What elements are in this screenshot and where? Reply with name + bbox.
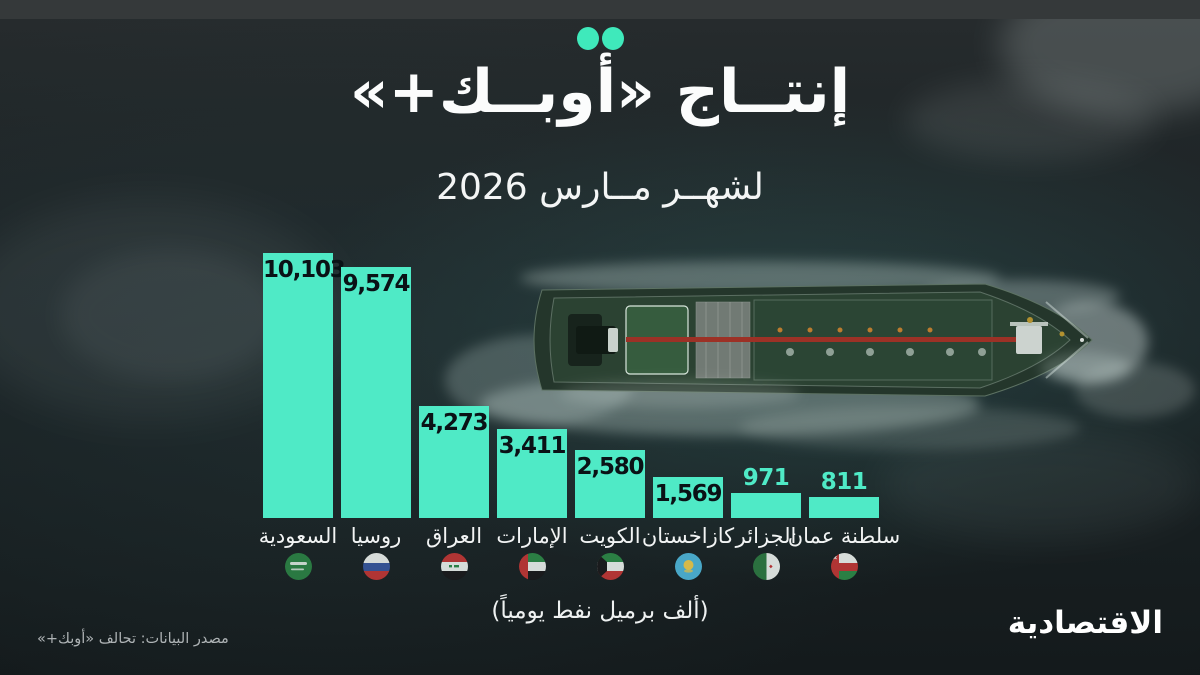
country-label: العراق — [425, 524, 483, 548]
top-strip — [0, 0, 1200, 19]
aleqtisadiah-logo: الاقتصادية — [1007, 605, 1163, 641]
bar-value-label: 9,574 — [342, 271, 411, 297]
bar-iraq: 4,273 — [419, 406, 489, 518]
category-uae: الإمارات — [496, 524, 568, 581]
bar-column-kazakhstan: 1,569 — [653, 477, 723, 518]
bar-value-label: 2,580 — [576, 454, 645, 480]
uae-flag-icon — [518, 553, 546, 581]
country-label: كازاخستان — [641, 524, 735, 548]
oil-tanker-photo — [430, 230, 1200, 470]
saudi-arabia-flag-icon — [284, 553, 312, 581]
russia-flag-icon — [362, 553, 390, 581]
category-oman: سلطنة عمان — [788, 524, 900, 581]
sea-foam-texture — [60, 250, 280, 380]
bar-column-saudi-arabia: 10,103 — [263, 253, 346, 518]
category-algeria: الجزائر — [731, 524, 801, 581]
country-label: الكويت — [579, 524, 641, 548]
bar-value-label: 10,103 — [263, 257, 346, 283]
iraq-flag-icon — [440, 553, 468, 581]
bar-column-algeria: 971 — [731, 467, 801, 518]
oman-flag-icon — [830, 553, 858, 581]
category-labels-row: السعودية روسيا العراق الإمارات الكويت — [259, 524, 900, 581]
bar-column-oman: 811 — [809, 471, 879, 518]
chart-unit-label: (ألف برميل نفط يومياً) — [491, 598, 709, 624]
kazakhstan-flag-icon — [674, 553, 702, 581]
bar-column-uae: 3,411 — [497, 429, 567, 518]
category-kazakhstan: كازاخستان — [642, 524, 734, 581]
bar-kuwait: 2,580 — [575, 450, 645, 518]
country-label: سلطنة عمان — [787, 524, 901, 548]
bar-algeria — [731, 493, 801, 518]
country-label: السعودية — [258, 524, 338, 548]
page-subtitle: لشهــر مــارس 2026 — [436, 167, 764, 208]
bar-column-iraq: 4,273 — [419, 406, 489, 518]
category-saudi-arabia: السعودية — [259, 524, 337, 581]
bar-uae: 3,411 — [497, 429, 567, 518]
bar-kazakhstan: 1,569 — [653, 477, 723, 518]
bar-chart: 10,103 9,574 4,273 3,411 2,580 1,569 — [263, 218, 879, 518]
bar-column-kuwait: 2,580 — [575, 450, 645, 518]
algeria-flag-icon — [752, 553, 780, 581]
data-source-note: مصدر البيانات: تحالف «أوبك+» — [37, 631, 229, 647]
category-russia: روسيا — [341, 524, 411, 581]
country-label: روسيا — [350, 524, 402, 548]
bar-saudi-arabia: 10,103 — [263, 253, 346, 518]
kuwait-flag-icon — [596, 553, 624, 581]
bar-value-label: 3,411 — [498, 433, 567, 459]
bar-oman — [809, 497, 879, 518]
brand-dot-icon — [601, 27, 624, 50]
category-kuwait: الكويت — [575, 524, 645, 581]
bar-value-label: 811 — [820, 469, 868, 495]
country-label: الجزائر — [735, 524, 797, 548]
bar-column-russia: 9,574 — [341, 267, 411, 518]
bar-value-label: 971 — [742, 465, 790, 491]
brand-dot-icon — [576, 27, 599, 50]
category-iraq: العراق — [419, 524, 489, 581]
bar-value-label: 4,273 — [420, 410, 489, 436]
page-title: إنتــاج «أوبــك+» — [349, 57, 851, 127]
brand-dots — [0, 27, 1200, 50]
bar-russia: 9,574 — [341, 267, 411, 518]
bar-value-label: 1,569 — [654, 481, 723, 507]
country-label: الإمارات — [496, 524, 568, 548]
